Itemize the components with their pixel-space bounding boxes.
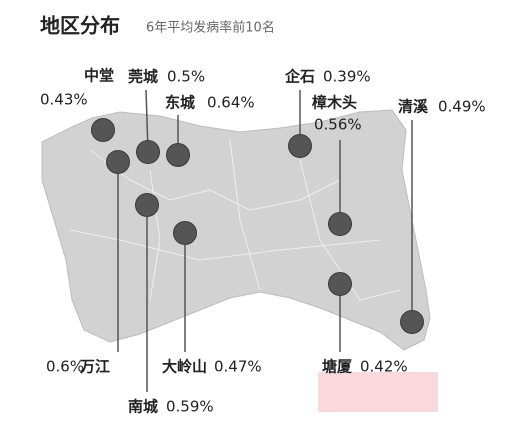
region-name: 中堂 (84, 67, 114, 85)
region-name: 樟木头 (312, 94, 357, 112)
region-dot (328, 212, 352, 236)
title: 地区分布 (40, 14, 120, 38)
region-name: 大岭山 (162, 358, 207, 376)
region-rate: 0.6% (46, 358, 84, 376)
region-rate: 0.39% (323, 68, 371, 86)
region-dot (136, 140, 160, 164)
region-rate: 0.56% (314, 116, 362, 134)
region-dot (400, 310, 424, 334)
blur-watermark (318, 372, 438, 412)
region-dot (328, 272, 352, 296)
region-dot (91, 118, 115, 142)
region-name: 东城 (165, 94, 195, 112)
region-name: 南城 (128, 398, 158, 416)
region-name: 清溪 (398, 98, 429, 116)
region-dot (288, 134, 312, 158)
region-rate: 0.64% (207, 94, 255, 112)
regions: 中堂 0.43% 莞城 0.5% 东城 0.64% 万江0.6% 南城 0.59% 大岭山 0.47… (40, 67, 486, 416)
region-rate: 0.59% (166, 398, 214, 416)
region-rate: 0.49% (438, 98, 486, 116)
map-shape (41, 109, 431, 351)
region-rate: 0.43% (40, 91, 88, 109)
region-name: 莞城 (128, 68, 158, 86)
region-dot (173, 221, 197, 245)
region-rate: 0.42% (360, 358, 408, 376)
map-borders (69, 139, 401, 301)
region-dot (106, 150, 130, 174)
region-dot (166, 143, 190, 167)
region-name: 企石 (284, 68, 315, 86)
region-dot (135, 193, 159, 217)
region-name: 塘厦 (322, 358, 353, 376)
subtitle: 6年平均发病率前10名 (146, 20, 275, 36)
region-name: 万江 (79, 358, 110, 376)
region-rate: 0.47% (214, 358, 262, 376)
region-rate: 0.5% (167, 68, 205, 86)
